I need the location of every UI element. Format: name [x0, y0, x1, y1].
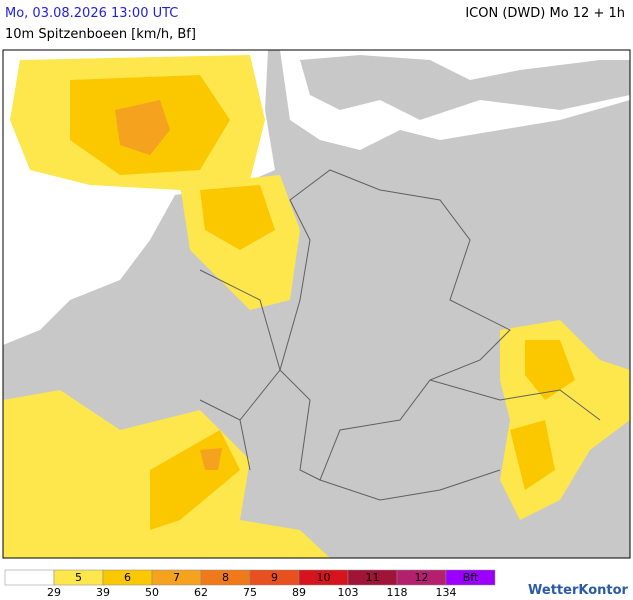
legend-label: Bft [463, 571, 479, 584]
legend-threshold: 50 [145, 586, 159, 599]
legend-label: 9 [271, 571, 278, 584]
model-run: ICON (DWD) Mo 12 + 1h [465, 6, 625, 21]
legend-threshold: 118 [387, 586, 408, 599]
subtitle: 10m Spitzenboeen [km/h, Bf] [5, 27, 196, 42]
gust-area [510, 420, 555, 490]
gust-area [525, 340, 575, 400]
legend-threshold: 89 [292, 586, 306, 599]
legend-label: 10 [317, 571, 331, 584]
legend-label: 5 [75, 571, 82, 584]
legend-label: 12 [415, 571, 429, 584]
logo: WetterKontor [528, 583, 629, 598]
legend-threshold: 62 [194, 586, 208, 599]
legend-threshold: 75 [243, 586, 257, 599]
scandinavia [300, 55, 630, 120]
legend-threshold: 103 [338, 586, 359, 599]
legend-swatch [445, 569, 496, 586]
border [279, 169, 511, 481]
legend-threshold: 29 [47, 586, 61, 599]
legend-label: 8 [222, 571, 229, 584]
datetime: Mo, 03.08.2026 13:00 UTC [5, 6, 179, 21]
map-frame [2, 49, 631, 559]
legend-label: 6 [124, 571, 131, 584]
legend-threshold: 39 [96, 586, 110, 599]
gust-area [200, 448, 222, 470]
legend-threshold: 134 [436, 586, 457, 599]
legend-label: 7 [173, 571, 180, 584]
gust-area [115, 100, 170, 155]
gust-area [200, 185, 275, 250]
border [199, 269, 601, 501]
legend-label: 11 [366, 571, 380, 584]
legend-swatch [4, 569, 55, 586]
